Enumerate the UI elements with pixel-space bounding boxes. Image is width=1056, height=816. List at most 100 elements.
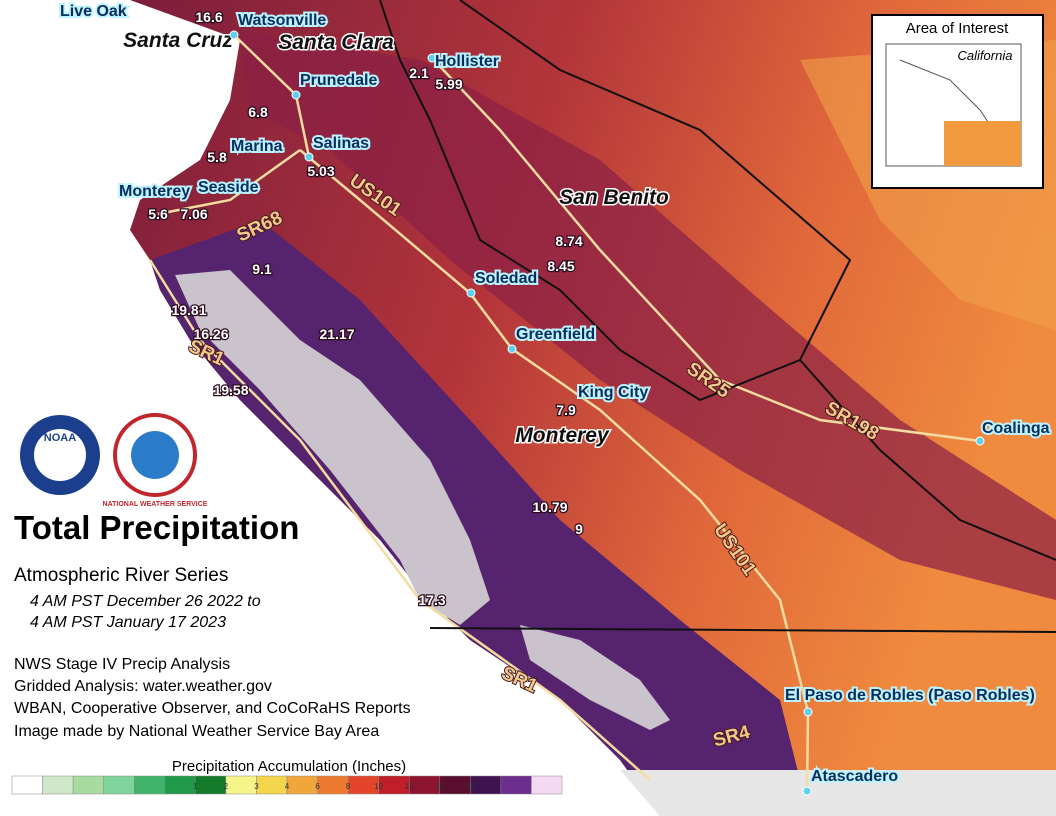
city-label: Hollister bbox=[435, 53, 499, 70]
city-dot bbox=[466, 288, 476, 298]
legend-label: 8 bbox=[346, 782, 351, 791]
nws-text: NATIONAL WEATHER SERVICE bbox=[103, 501, 208, 508]
city-label: Coalinga bbox=[982, 420, 1050, 437]
ridge-south bbox=[520, 625, 670, 730]
inset: Area of Interest California bbox=[871, 14, 1044, 189]
city-label: Soledad bbox=[475, 270, 537, 287]
city-dot bbox=[229, 30, 239, 40]
precip-value: 16.6 bbox=[195, 9, 222, 25]
legend-label: 3 bbox=[254, 782, 259, 791]
city-dot bbox=[802, 786, 812, 796]
legend-swatch bbox=[256, 775, 288, 795]
city-label: Live Oak bbox=[60, 3, 127, 20]
legend-label: 2 bbox=[224, 782, 229, 791]
city-label: Greenfield bbox=[516, 326, 595, 343]
region-label: Santa Clara bbox=[278, 31, 394, 54]
precip-value: 8.74 bbox=[555, 233, 582, 249]
city-dot bbox=[304, 152, 314, 162]
credit: NWS Stage IV Precip Analysis bbox=[14, 656, 230, 673]
legend-title: Precipitation Accumulation (Inches) bbox=[172, 758, 406, 775]
hillshade bbox=[620, 770, 1056, 816]
city-dot bbox=[507, 344, 517, 354]
county-line bbox=[799, 359, 1056, 561]
legend-swatch bbox=[133, 775, 166, 795]
title: Total Precipitation bbox=[14, 509, 299, 546]
road-line bbox=[148, 259, 651, 781]
legend-label: 10 bbox=[374, 782, 383, 791]
legend-label: 20 bbox=[435, 782, 444, 791]
city-label: Monterey bbox=[119, 183, 190, 200]
legend-label: 1 bbox=[193, 782, 198, 791]
region-label: San Benito bbox=[559, 186, 669, 209]
precip-value: 19.58 bbox=[213, 382, 248, 398]
inset-area bbox=[944, 121, 1021, 166]
legend-swatch bbox=[531, 775, 563, 795]
date-line: 4 AM PST December 26 2022 to bbox=[30, 593, 261, 610]
precip-value: 9 bbox=[575, 521, 583, 537]
ridge bbox=[175, 270, 490, 625]
legend-label: 15 bbox=[405, 782, 414, 791]
precip-value: 9.1 bbox=[252, 261, 272, 277]
county-line bbox=[379, 0, 852, 402]
legend-swatch bbox=[11, 775, 43, 795]
city-dot bbox=[427, 53, 437, 63]
wet-band bbox=[240, 30, 1056, 600]
city-label: Salinas bbox=[313, 135, 369, 152]
precip-value: 16.26 bbox=[193, 326, 228, 342]
precip-value: 10.79 bbox=[532, 499, 567, 515]
inset-title: Area of Interest bbox=[906, 20, 1009, 37]
credit: Gridded Analysis: water.weather.gov bbox=[14, 678, 272, 695]
city-label: King City bbox=[578, 384, 648, 401]
nws-inner bbox=[131, 431, 179, 479]
precip-value: 5.03 bbox=[307, 163, 334, 179]
road-line bbox=[157, 148, 301, 216]
precip-value: 5.99 bbox=[435, 76, 462, 92]
city-label: Seaside bbox=[198, 179, 259, 196]
legend-swatch bbox=[317, 775, 349, 795]
credit: WBAN, Cooperative Observer, and CoCoRaHS… bbox=[14, 700, 411, 717]
region-label: Santa Cruz bbox=[123, 29, 233, 52]
legend-label: 4 bbox=[285, 782, 290, 791]
city-dot bbox=[291, 90, 301, 100]
region-label: Monterey bbox=[515, 424, 610, 447]
city-label: Watsonville bbox=[238, 12, 326, 29]
noaa-text: NOAA bbox=[44, 432, 76, 444]
city-label: Atascadero bbox=[811, 768, 898, 785]
city-label: Marina bbox=[231, 138, 283, 155]
inset-state: California bbox=[958, 48, 1013, 63]
legend-label: 6 bbox=[315, 782, 320, 791]
precip-value: 2.1 bbox=[409, 65, 429, 81]
precip-value: 5.6 bbox=[148, 206, 168, 222]
legend-label: 30 bbox=[466, 782, 475, 791]
road-line bbox=[299, 149, 810, 791]
precip-value: 8.45 bbox=[547, 258, 574, 274]
county-line bbox=[429, 627, 1056, 633]
city-label: Prunedale bbox=[300, 72, 377, 89]
precip-value: 7.06 bbox=[180, 206, 207, 222]
legend-swatch bbox=[72, 775, 104, 795]
legend-swatch bbox=[103, 775, 135, 795]
city-dot bbox=[975, 436, 985, 446]
city-dot bbox=[803, 707, 813, 717]
legend-swatch bbox=[500, 775, 532, 795]
legend-swatch bbox=[164, 775, 196, 795]
roads bbox=[148, 34, 981, 791]
precip-value: 6.8 bbox=[248, 104, 268, 120]
legend-swatch bbox=[195, 775, 227, 795]
subtitle: Atmospheric River Series bbox=[14, 565, 228, 586]
credit: Image made by National Weather Service B… bbox=[14, 723, 379, 740]
legend-swatch bbox=[470, 775, 502, 795]
city-label: El Paso de Robles (Paso Robles) bbox=[785, 687, 1035, 704]
legend-swatch bbox=[42, 775, 74, 795]
precip-value: 19.81 bbox=[171, 302, 206, 318]
precip-value: 21.17 bbox=[319, 326, 354, 342]
precip-value: 7.9 bbox=[556, 402, 576, 418]
precip-value: 5.8 bbox=[207, 149, 227, 165]
noaa-inner bbox=[34, 429, 86, 481]
road-line bbox=[431, 57, 981, 443]
county-lines bbox=[379, 0, 1056, 633]
date-line: 4 AM PST January 17 2023 bbox=[30, 614, 226, 631]
legend-swatch bbox=[286, 775, 318, 795]
land bbox=[130, 0, 1056, 816]
